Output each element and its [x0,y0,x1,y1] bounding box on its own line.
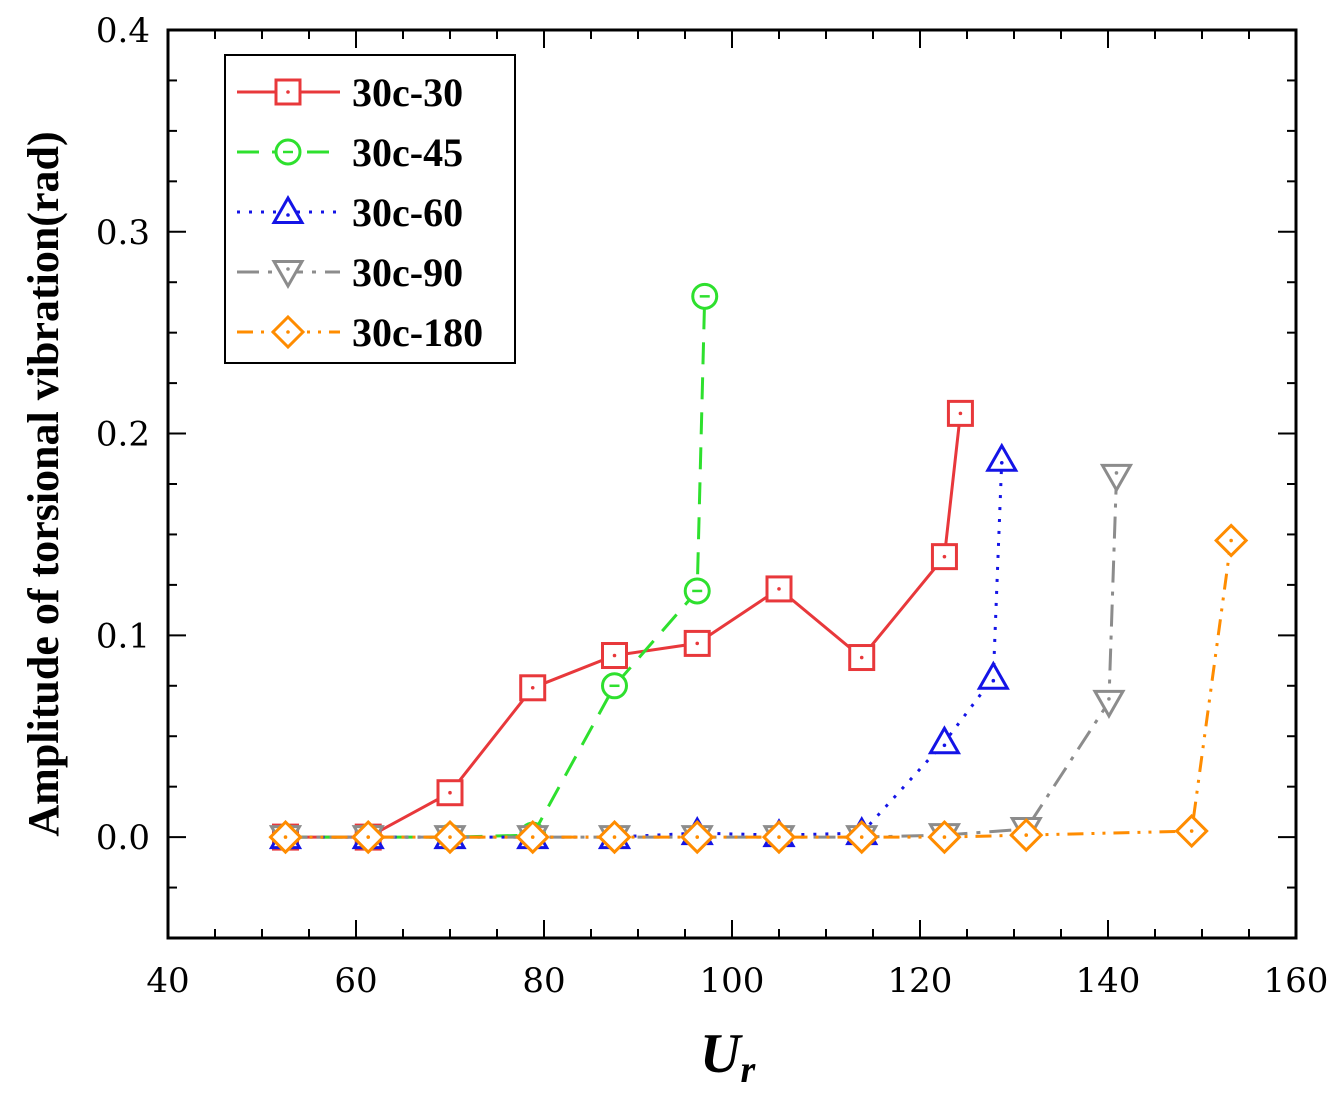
data-point-30c-30 [930,543,958,571]
axis-ticks [167,29,1297,939]
y-axis-title: Amplitude of torsional vibration(rad) [19,131,68,836]
legend-item-30c-45: 30c-45 [237,130,463,175]
data-point-30c-180-dot [283,835,288,839]
series-line-30c-180 [285,540,1233,839]
legend-label: 30c-180 [352,310,483,355]
data-point-30c-30-dot [448,790,452,795]
y-tick-labels: 0.0 0.1 0.2 0.3 0.4 [96,11,150,858]
data-point-30c-30-dot [695,641,700,646]
data-point-30c-180-dot [530,835,535,839]
x-tick-label: 60 [334,961,377,1001]
x-tick-label: 120 [888,961,953,1001]
data-point-30c-180-dot [1024,833,1029,837]
data-point-30c-30-dot [612,653,617,658]
data-point-30c-60-dot [991,678,996,683]
legend-marker-dot [286,330,290,334]
series-line-30c-45 [285,296,707,839]
y-tick-label: 0.2 [96,415,150,455]
data-point-30c-60 [976,660,1010,690]
series-30c-45 [272,282,719,851]
data-point-30c-180-dot [695,835,700,839]
legend-item-30c-180: 30c-180 [237,310,483,355]
x-tick-label: 40 [146,961,189,1001]
legend-box [224,54,516,364]
data-point-30c-90-dot [1114,471,1119,475]
legend-label: 30c-30 [352,70,463,115]
legend-label: 30c-90 [352,250,463,295]
y-tick-label: 0.0 [96,818,150,858]
legend-marker [271,260,305,290]
y-tick-label: 0.3 [96,213,150,253]
x-axis-title-subscript: r [740,1049,756,1091]
data-point-30c-30-dot [958,411,963,416]
data-point-30c-60-dot [942,743,947,748]
data-point-30c-180-dot [366,835,371,839]
data-point-30c-30-dot [942,554,947,559]
series-30c-30 [272,399,974,851]
x-tick-labels: 40 60 80 100 120 140 160 [146,961,1328,1001]
y-tick-label: 0.4 [96,11,150,51]
legend-marker-dot [286,267,290,271]
data-point-30c-30 [848,644,876,672]
data-point-30c-60 [927,725,962,755]
data-point-30c-180-dot [859,835,864,839]
series-30c-180 [268,523,1249,855]
series-layer [268,282,1249,855]
x-tick-label: 80 [522,961,565,1001]
x-tick-label: 140 [1076,961,1141,1001]
legend: 30c-30 30c-45 30c-60 30c-90 30c-180 [224,54,516,364]
data-point-30c-30 [601,642,628,670]
data-point-30c-180-dot [612,835,617,839]
data-point-30c-60 [985,442,1019,472]
data-point-30c-180-dot [942,835,947,839]
legend-item-30c-60: 30c-60 [237,190,463,235]
data-point-30c-30-dot [777,587,781,591]
data-point-30c-60-dot [999,460,1004,465]
x-tick-label: 160 [1264,961,1329,1001]
y-tick-label: 0.1 [96,616,150,656]
x-axis-title: Ur [700,1023,756,1091]
data-point-30c-90-dot [1107,697,1111,701]
legend-item-30c-30: 30c-30 [237,70,463,115]
data-point-30c-180-dot [448,835,452,839]
data-point-30c-90 [1092,689,1126,719]
x-tick-label: 100 [700,961,765,1001]
data-point-30c-30-dot [859,655,864,660]
data-point-30c-90 [1099,463,1134,493]
data-point-30c-180-dot [1229,538,1233,543]
data-point-30c-30-dot [530,685,535,690]
series-line-30c-60 [285,459,1004,839]
data-point-30c-180-dot [777,835,781,839]
legend-marker [271,194,305,224]
data-point-30c-180-dot [1189,829,1194,833]
legend-marker-dot [286,213,290,217]
series-30c-60 [268,442,1019,850]
legend-marker-dot [286,90,290,94]
legend-label: 30c-60 [352,190,463,235]
legend-label: 30c-45 [352,130,463,175]
legend-item-30c-90: 30c-90 [237,250,463,295]
series-line-30c-30 [285,413,962,839]
x-axis-title-main: U [700,1023,743,1085]
series-30c-90 [268,463,1134,855]
